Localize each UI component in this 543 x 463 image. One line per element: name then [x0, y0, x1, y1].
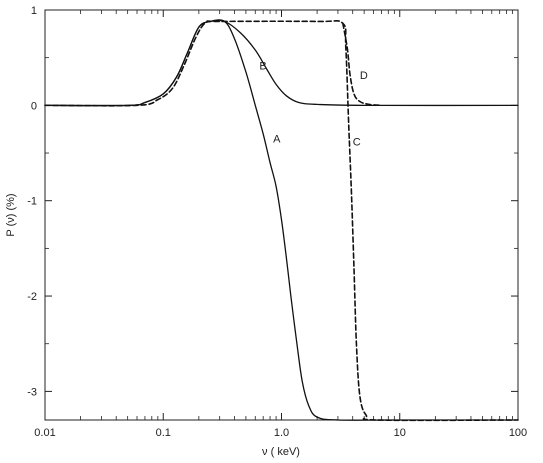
- series-line-a: [44, 19, 519, 421]
- series-line-c: [44, 20, 519, 422]
- x-tick-label: 0.1: [156, 427, 171, 439]
- y-tick-label: -2: [27, 291, 37, 303]
- series-label-d: D: [360, 70, 368, 82]
- curve-labels: A B C D: [259, 60, 367, 148]
- x-tick-label: 10: [394, 427, 406, 439]
- series-label-c: C: [353, 137, 361, 149]
- y-tick-label: 0: [31, 100, 37, 112]
- series-line-b: [44, 19, 519, 107]
- x-tick-label: 1.0: [274, 427, 289, 439]
- x-tick-label: 100: [509, 427, 527, 439]
- x-axis-label: ν ( keV): [262, 446, 300, 458]
- series-label-a: A: [273, 134, 281, 146]
- series-label-b: B: [259, 60, 266, 72]
- y-tick-label: 1: [31, 5, 37, 17]
- series-line-d: [342, 22, 383, 107]
- x-tick-label: 0.01: [34, 427, 55, 439]
- y-axis-label: P (ν) (%): [5, 193, 17, 236]
- y-tick-label: -1: [27, 196, 37, 208]
- plot-frame: [44, 9, 519, 421]
- curves: [44, 19, 519, 422]
- y-tick-label: -3: [27, 386, 37, 398]
